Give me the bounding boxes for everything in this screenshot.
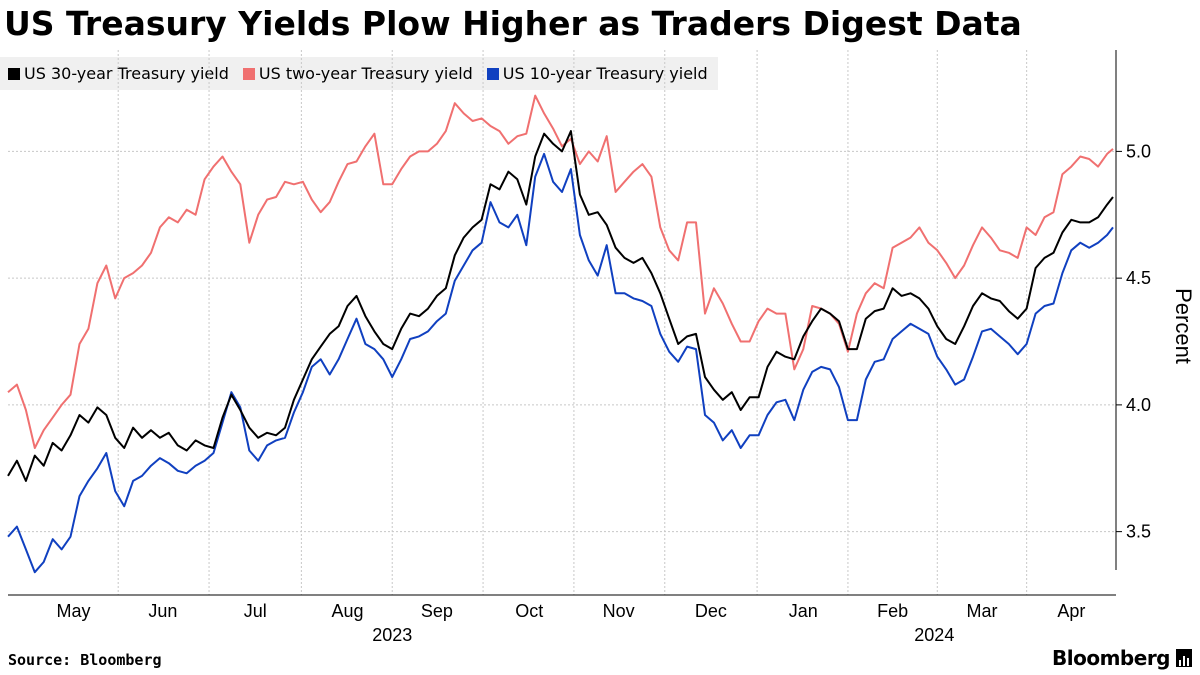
chart-title: US Treasury Yields Plow Higher as Trader… — [4, 4, 1022, 43]
series-line-us-10-year-treasury-yield — [7, 152, 1114, 574]
x-year-label: 2024 — [914, 625, 954, 645]
grid-layer — [8, 50, 1116, 595]
x-tick-label: Aug — [332, 601, 364, 621]
chart-legend: US 30-year Treasury yield US two-year Tr… — [0, 57, 718, 90]
legend-swatch-thirty-year — [8, 67, 20, 80]
legend-item-thirty-year: US 30-year Treasury yield — [8, 64, 229, 83]
legend-item-ten-year: US 10-year Treasury yield — [486, 64, 708, 83]
x-year-label: 2023 — [372, 625, 412, 645]
x-tick-label: Jul — [244, 601, 267, 621]
x-tick-label: Jun — [148, 601, 177, 621]
bloomberg-logo-icon — [1176, 649, 1192, 667]
x-tick-label: Sep — [421, 601, 453, 621]
axis-layer: 3.5 4.0 4.5 5.0 May Jun Jul Aug Sep Oct Nov Dec Jan F… — [8, 50, 1196, 645]
x-tick-label: Dec — [695, 601, 727, 621]
y-tick-label: 3.5 — [1126, 522, 1151, 542]
legend-label-thirty-year: US 30-year Treasury yield — [24, 64, 229, 83]
x-tick-label: Apr — [1057, 601, 1085, 621]
brand-name: Bloomberg — [1052, 646, 1170, 670]
y-tick-label: 4.5 — [1126, 268, 1151, 288]
y-axis-title: Percent — [1171, 288, 1196, 364]
x-tick-label: Mar — [966, 601, 997, 621]
source-note: Source: Bloomberg — [8, 651, 162, 669]
x-tick-label: Nov — [603, 601, 635, 621]
series-line-us-30-year-treasury-yield — [7, 130, 1114, 482]
y-tick-label: 4.0 — [1126, 395, 1151, 415]
y-tick-label: 5.0 — [1126, 141, 1151, 161]
series-line-us-two-year-treasury-yield — [7, 94, 1114, 449]
brand-block: Bloomberg — [1052, 646, 1192, 670]
legend-label-ten-year: US 10-year Treasury yield — [502, 64, 708, 83]
legend-item-two-year: US two-year Treasury yield — [242, 64, 473, 83]
legend-swatch-two-year — [242, 67, 255, 80]
x-tick-label: Feb — [877, 601, 908, 621]
x-tick-label: May — [57, 601, 91, 621]
legend-swatch-ten-year — [486, 67, 499, 80]
x-tick-label: Jan — [789, 601, 818, 621]
x-tick-label: Oct — [515, 601, 543, 621]
legend-label-two-year: US two-year Treasury yield — [258, 64, 473, 83]
series-layer — [7, 94, 1114, 574]
